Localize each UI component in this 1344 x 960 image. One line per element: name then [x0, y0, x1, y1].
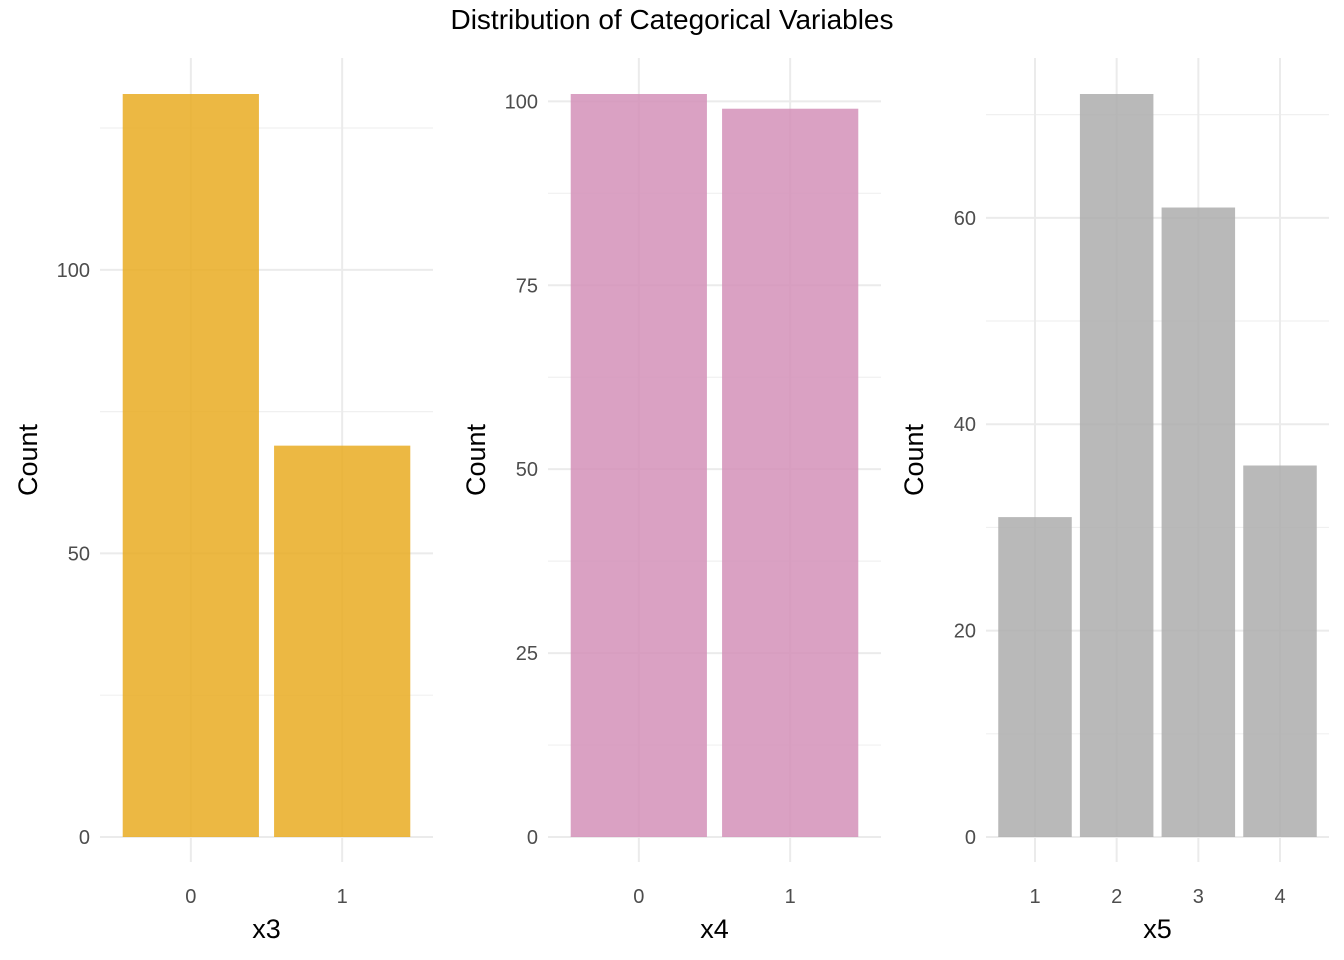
bar — [1243, 465, 1317, 837]
x-tick-label: 3 — [1193, 886, 1204, 908]
y-axis-label: Count — [13, 423, 43, 496]
x-tick-label: 1 — [785, 886, 796, 908]
y-tick-label: 40 — [954, 414, 976, 436]
page-title: Distribution of Categorical Variables — [450, 4, 894, 35]
y-tick-label: 25 — [516, 643, 538, 665]
bar — [1161, 207, 1236, 837]
y-tick-label: 100 — [57, 260, 90, 282]
bar — [122, 94, 259, 837]
bar — [274, 445, 411, 837]
y-tick-label: 100 — [505, 91, 538, 113]
y-tick-label: 60 — [954, 208, 976, 230]
bar — [1079, 94, 1154, 837]
y-tick-label: 0 — [527, 827, 538, 849]
y-axis-label: Count — [899, 423, 929, 496]
x-tick-label: 2 — [1111, 886, 1122, 908]
y-tick-label: 0 — [79, 827, 90, 849]
x-tick-label: 1 — [1029, 886, 1040, 908]
x-tick-label: 0 — [185, 886, 196, 908]
y-tick-label: 50 — [68, 543, 90, 565]
x-axis-label: x3 — [252, 914, 281, 944]
y-tick-label: 75 — [516, 275, 538, 297]
y-axis-label: Count — [461, 423, 491, 496]
x-axis-label: x4 — [700, 914, 729, 944]
x-axis-label: x5 — [1143, 914, 1172, 944]
x-tick-label: 1 — [337, 886, 348, 908]
x-tick-label: 4 — [1274, 886, 1285, 908]
bar — [570, 94, 707, 837]
bar — [998, 517, 1072, 837]
y-tick-label: 50 — [516, 459, 538, 481]
y-tick-label: 0 — [965, 827, 976, 849]
y-tick-label: 20 — [954, 621, 976, 643]
x-tick-label: 0 — [633, 886, 644, 908]
bar — [722, 108, 859, 837]
